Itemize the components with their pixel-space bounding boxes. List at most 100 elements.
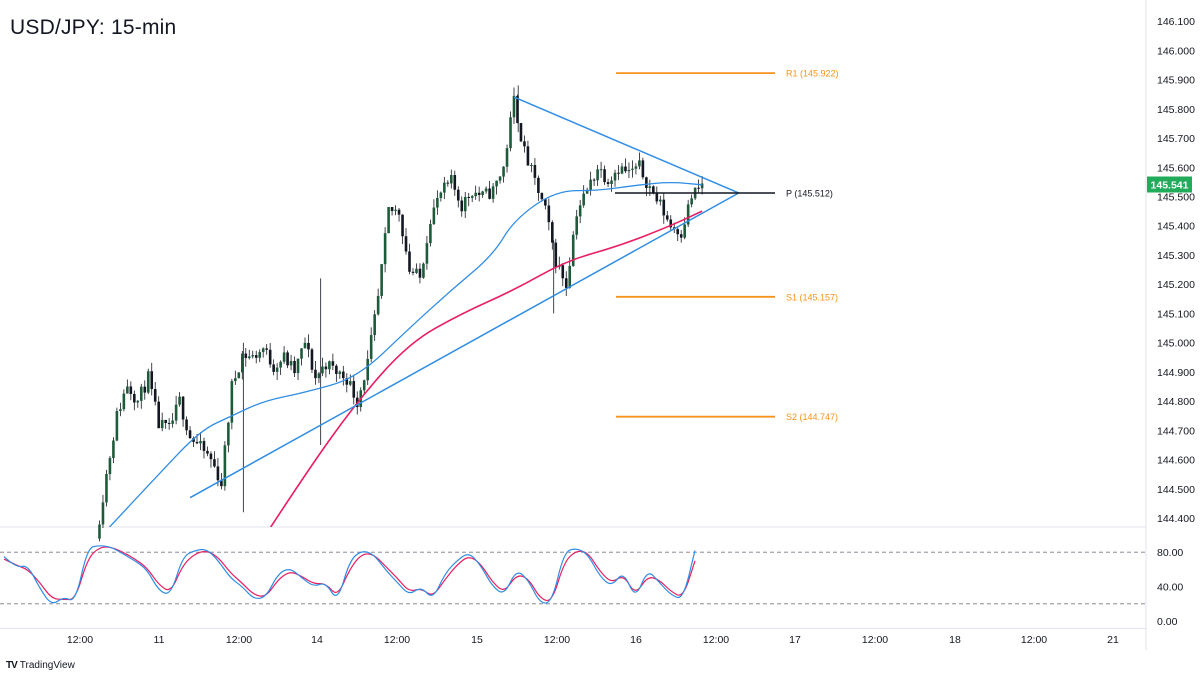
- candle-body: [216, 466, 220, 481]
- candle-body: [627, 169, 631, 172]
- candle-body: [136, 400, 140, 403]
- time-tick-label: 21: [1107, 634, 1119, 646]
- candle-body: [638, 160, 641, 167]
- candle: [638, 152, 641, 170]
- candle: [174, 395, 178, 425]
- candle-body: [544, 199, 547, 206]
- candle-body: [98, 524, 101, 539]
- candle: [488, 180, 491, 200]
- price-tick-label: 145.900: [1157, 75, 1195, 87]
- candle-body: [310, 349, 314, 370]
- candlesticks: [98, 85, 704, 542]
- candle: [188, 426, 192, 440]
- candle-body: [390, 207, 394, 212]
- candle-body: [338, 371, 342, 374]
- candle-body: [383, 233, 387, 265]
- candle: [227, 421, 230, 453]
- candle: [390, 207, 394, 216]
- candle: [348, 374, 352, 387]
- candle-body: [599, 169, 603, 171]
- candle-body: [101, 502, 105, 525]
- time-axis[interactable]: 12:00 11 12:00 14 12:00 15 12:00 16 12:00 17 12:00…: [0, 628, 1146, 647]
- stochastic-d-line: [3, 546, 696, 602]
- candle: [484, 186, 488, 194]
- price-axis[interactable]: 144.400 144.500 144.600 144.700 144.800 144.9…: [1145, 0, 1195, 650]
- price-tick-label: 146.100: [1157, 16, 1195, 28]
- candle: [422, 262, 425, 279]
- candle: [303, 337, 307, 349]
- candle-body: [181, 396, 185, 420]
- candle: [122, 389, 126, 412]
- stochastic-pane[interactable]: 80.00 40.00 0.00: [0, 545, 1183, 628]
- candle-body: [470, 196, 474, 198]
- candle: [293, 356, 296, 377]
- candle: [380, 263, 383, 299]
- candle-body: [697, 187, 700, 189]
- candle: [251, 350, 255, 359]
- candle-body: [153, 389, 157, 402]
- candle-body: [328, 361, 331, 370]
- candle: [324, 362, 328, 378]
- candle-body: [342, 371, 345, 379]
- candle: [296, 358, 300, 380]
- candle: [578, 200, 582, 224]
- candle-body: [659, 199, 662, 202]
- candle-body: [108, 457, 112, 475]
- time-tick-label: 15: [471, 634, 483, 646]
- candle-body: [679, 234, 683, 238]
- candle: [366, 350, 369, 385]
- price-tick-label: 144.800: [1157, 396, 1195, 408]
- candle: [160, 412, 164, 432]
- candle: [244, 347, 248, 367]
- candle: [596, 165, 599, 186]
- candle-body: [373, 314, 376, 336]
- candle: [683, 217, 686, 240]
- candle: [300, 348, 303, 366]
- candle-body: [209, 453, 213, 460]
- candle-body: [122, 393, 126, 410]
- candle: [307, 334, 310, 358]
- candle-body: [571, 234, 575, 266]
- candle-body: [227, 422, 230, 446]
- candle-body: [516, 95, 519, 124]
- candle-body: [474, 192, 477, 197]
- candle: [98, 520, 101, 542]
- candle-body: [348, 381, 352, 385]
- candle-body: [150, 371, 154, 390]
- candle-body: [146, 371, 150, 393]
- level-label-s2: S2 (144.747): [786, 412, 838, 422]
- candle-body: [293, 360, 296, 374]
- candle-body: [456, 189, 460, 201]
- candle: [261, 347, 265, 358]
- candle: [481, 190, 484, 198]
- candle: [289, 354, 293, 371]
- candle-body: [380, 264, 383, 296]
- candle-body: [296, 358, 300, 374]
- candle: [641, 157, 645, 180]
- candle: [592, 178, 596, 186]
- candle-body: [241, 353, 244, 373]
- candle-body: [307, 342, 310, 350]
- candle-body: [540, 192, 544, 200]
- candle: [547, 198, 551, 231]
- candle-body: [432, 207, 436, 225]
- candle: [557, 256, 561, 270]
- candle: [697, 179, 700, 193]
- candle: [589, 171, 592, 196]
- candle: [450, 169, 453, 189]
- candle: [213, 451, 216, 468]
- candle: [321, 357, 324, 377]
- candle: [571, 231, 575, 267]
- candle-body: [530, 164, 533, 166]
- main-pane[interactable]: R1 (145.922) P (145.512) S1 (145.157) S2 (1…: [0, 69, 1146, 542]
- candle-body: [265, 348, 268, 350]
- candle: [700, 175, 704, 195]
- candle: [230, 378, 234, 430]
- candle-body: [112, 440, 115, 458]
- candle-body: [195, 441, 199, 444]
- candle: [209, 451, 213, 468]
- tradingview-logo-icon: TV: [6, 660, 18, 671]
- candle-body: [491, 186, 495, 199]
- candle-body: [655, 192, 659, 202]
